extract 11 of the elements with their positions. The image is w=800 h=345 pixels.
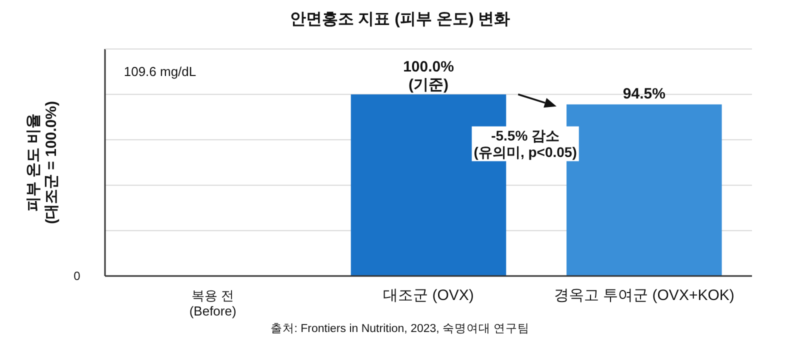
x-tick-label: 경옥고 투여군 (OVX+KOK) bbox=[554, 287, 734, 304]
x-tick-label: 대조군 (OVX) bbox=[383, 287, 474, 304]
text: 0 bbox=[74, 269, 81, 283]
y-axis-title: 피부 온도 비율 (대조군 = 100.0%) bbox=[25, 101, 60, 224]
x-tick-label: 복용 전 (Before) bbox=[189, 288, 236, 319]
source-note: 출처: Frontiers in Nutrition, 2023, 숙명여대 연구팀 bbox=[270, 322, 530, 335]
annotation: -5.5% 감소 (유의미, p<0.05) bbox=[474, 127, 577, 160]
chart-title: 안면홍조 지표 (피부 온도) 변화 bbox=[290, 11, 510, 28]
data-label: 100.0% (기준) bbox=[403, 58, 454, 94]
data-label: 94.5% bbox=[622, 85, 666, 102]
text: 109.6 mg/dL bbox=[124, 64, 196, 79]
